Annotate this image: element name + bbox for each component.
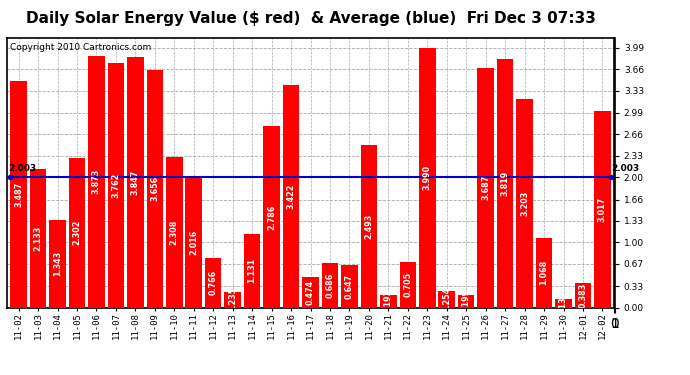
- Bar: [30, 169, 46, 308]
- Text: 0.686: 0.686: [326, 273, 335, 298]
- Text: 0.193: 0.193: [384, 289, 393, 314]
- Bar: [594, 111, 611, 308]
- Text: 2.308: 2.308: [170, 220, 179, 245]
- Bar: [244, 234, 260, 308]
- Bar: [380, 295, 397, 307]
- Text: 3.847: 3.847: [131, 170, 140, 195]
- Bar: [419, 48, 435, 308]
- Text: 3.422: 3.422: [286, 183, 295, 209]
- Bar: [146, 70, 163, 308]
- Text: 0.254: 0.254: [442, 286, 451, 312]
- Bar: [341, 266, 357, 308]
- Bar: [283, 85, 299, 308]
- Bar: [224, 292, 241, 308]
- Text: 1.131: 1.131: [248, 258, 257, 283]
- Bar: [575, 283, 591, 308]
- Bar: [361, 145, 377, 308]
- Text: 3.990: 3.990: [423, 165, 432, 190]
- Text: 0.705: 0.705: [404, 272, 413, 297]
- Text: 0.199: 0.199: [462, 288, 471, 314]
- Bar: [400, 262, 416, 308]
- Text: 1.068: 1.068: [540, 260, 549, 285]
- Text: 0.474: 0.474: [306, 279, 315, 304]
- Text: 0.235: 0.235: [228, 287, 237, 312]
- Text: 2.003: 2.003: [8, 164, 36, 172]
- Text: 1.343: 1.343: [53, 251, 62, 276]
- Text: 3.203: 3.203: [520, 190, 529, 216]
- Text: Daily Solar Energy Value ($ red)  & Average (blue)  Fri Dec 3 07:33: Daily Solar Energy Value ($ red) & Avera…: [26, 11, 595, 26]
- Bar: [516, 99, 533, 308]
- Text: 3.656: 3.656: [150, 176, 159, 201]
- Bar: [477, 68, 494, 308]
- Text: 3.762: 3.762: [111, 172, 120, 198]
- Bar: [535, 238, 552, 308]
- Text: 0.647: 0.647: [345, 274, 354, 299]
- Text: Copyright 2010 Cartronics.com: Copyright 2010 Cartronics.com: [10, 43, 151, 52]
- Bar: [205, 258, 221, 307]
- Bar: [10, 81, 27, 308]
- Bar: [555, 298, 572, 307]
- Bar: [127, 57, 144, 308]
- Text: 0.137: 0.137: [559, 291, 568, 316]
- Text: 0.383: 0.383: [578, 282, 587, 308]
- Text: 3.687: 3.687: [481, 175, 490, 200]
- Bar: [69, 158, 86, 308]
- Bar: [88, 56, 105, 308]
- Bar: [458, 294, 475, 307]
- Text: 2.786: 2.786: [267, 204, 276, 230]
- Text: 2.493: 2.493: [364, 214, 373, 239]
- Bar: [264, 126, 280, 308]
- Text: 3.487: 3.487: [14, 182, 23, 207]
- Text: 0.766: 0.766: [208, 270, 217, 295]
- Bar: [166, 158, 183, 308]
- Bar: [322, 263, 338, 308]
- Text: 3.819: 3.819: [501, 171, 510, 196]
- Text: 2.302: 2.302: [72, 220, 81, 245]
- Bar: [108, 63, 124, 308]
- Bar: [186, 176, 202, 308]
- Text: 2.003: 2.003: [611, 164, 640, 172]
- Text: 3.017: 3.017: [598, 197, 607, 222]
- Text: 2.133: 2.133: [34, 225, 43, 251]
- Text: 2.016: 2.016: [189, 229, 198, 255]
- Bar: [438, 291, 455, 308]
- Text: 3.873: 3.873: [92, 169, 101, 194]
- Bar: [49, 220, 66, 308]
- Bar: [497, 59, 513, 308]
- Bar: [302, 277, 319, 308]
